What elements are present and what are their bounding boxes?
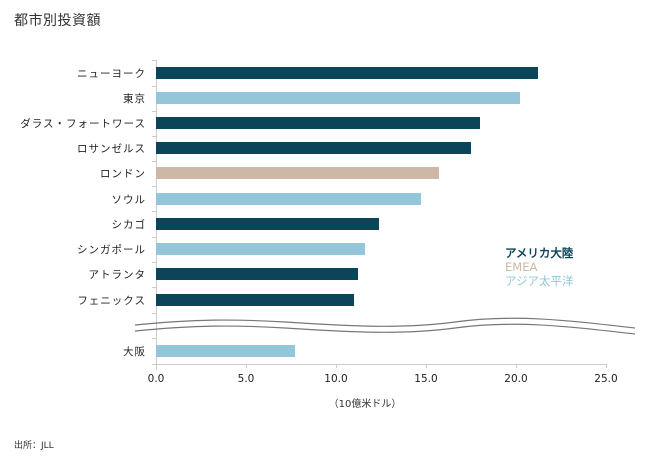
x-tick bbox=[246, 364, 247, 368]
x-tick-label: 20.0 bbox=[504, 373, 528, 385]
x-axis bbox=[156, 364, 606, 365]
x-tick-label: 15.0 bbox=[414, 373, 438, 385]
y-tick bbox=[152, 161, 156, 162]
legend-item-asia-pacific: アジア太平洋 bbox=[505, 274, 574, 288]
x-tick bbox=[426, 364, 427, 368]
axis-break-mark bbox=[135, 317, 635, 335]
category-label: 大阪 bbox=[123, 346, 146, 358]
x-tick-label: 10.0 bbox=[324, 373, 348, 385]
y-tick bbox=[152, 60, 156, 61]
category-label: ニューヨーク bbox=[77, 68, 146, 80]
category-label: 東京 bbox=[123, 93, 146, 105]
source-note: 出所：JLL bbox=[14, 441, 54, 451]
y-tick bbox=[152, 237, 156, 238]
x-tick bbox=[606, 364, 607, 368]
bar bbox=[156, 193, 421, 205]
bar bbox=[156, 67, 538, 79]
chart-title: 都市別投資額 bbox=[14, 13, 101, 29]
category-label: シカゴ bbox=[111, 219, 146, 231]
y-tick bbox=[152, 262, 156, 263]
bar bbox=[156, 92, 520, 104]
y-axis bbox=[156, 60, 157, 370]
bar bbox=[156, 117, 480, 129]
category-label: フェニックス bbox=[77, 295, 146, 307]
legend: アメリカ大陸 EMEA アジア太平洋 bbox=[505, 246, 574, 288]
x-tick bbox=[156, 364, 157, 368]
y-tick bbox=[152, 364, 156, 365]
y-tick bbox=[152, 313, 156, 314]
bar bbox=[156, 294, 354, 306]
x-axis-title: （10億米ドル） bbox=[328, 399, 402, 410]
category-label: ダラス・フォートワース bbox=[20, 118, 146, 130]
bar bbox=[156, 167, 439, 179]
legend-item-emea: EMEA bbox=[505, 260, 538, 274]
y-tick bbox=[152, 111, 156, 112]
x-tick-label: 5.0 bbox=[237, 373, 255, 385]
bar bbox=[156, 345, 295, 357]
y-tick bbox=[152, 338, 156, 339]
bar bbox=[156, 218, 380, 230]
bar bbox=[156, 142, 471, 154]
x-tick-label: 25.0 bbox=[594, 373, 618, 385]
legend-item-americas: アメリカ大陸 bbox=[505, 246, 574, 260]
bar bbox=[156, 243, 365, 255]
y-tick bbox=[152, 136, 156, 137]
x-tick-label: 0.0 bbox=[147, 373, 165, 385]
y-tick bbox=[152, 287, 156, 288]
category-label: アトランタ bbox=[88, 269, 146, 281]
bar bbox=[156, 268, 358, 280]
category-label: ロンドン bbox=[100, 168, 146, 180]
category-label: ロサンゼルス bbox=[77, 143, 146, 155]
x-tick bbox=[336, 364, 337, 368]
x-tick bbox=[516, 364, 517, 368]
category-label: ソウル bbox=[111, 194, 146, 206]
y-tick bbox=[152, 86, 156, 87]
y-tick bbox=[152, 211, 156, 212]
category-label: シンガポール bbox=[77, 244, 146, 256]
y-tick bbox=[152, 186, 156, 187]
